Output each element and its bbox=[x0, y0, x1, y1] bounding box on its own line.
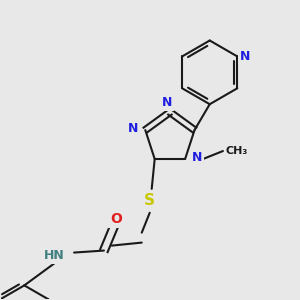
Text: N: N bbox=[128, 122, 139, 135]
Text: N: N bbox=[240, 50, 250, 63]
Text: CH₃: CH₃ bbox=[226, 146, 248, 156]
Text: O: O bbox=[110, 212, 122, 226]
Text: HN: HN bbox=[44, 249, 64, 262]
Text: S: S bbox=[144, 193, 155, 208]
Text: N: N bbox=[162, 96, 172, 109]
Text: N: N bbox=[192, 151, 202, 164]
